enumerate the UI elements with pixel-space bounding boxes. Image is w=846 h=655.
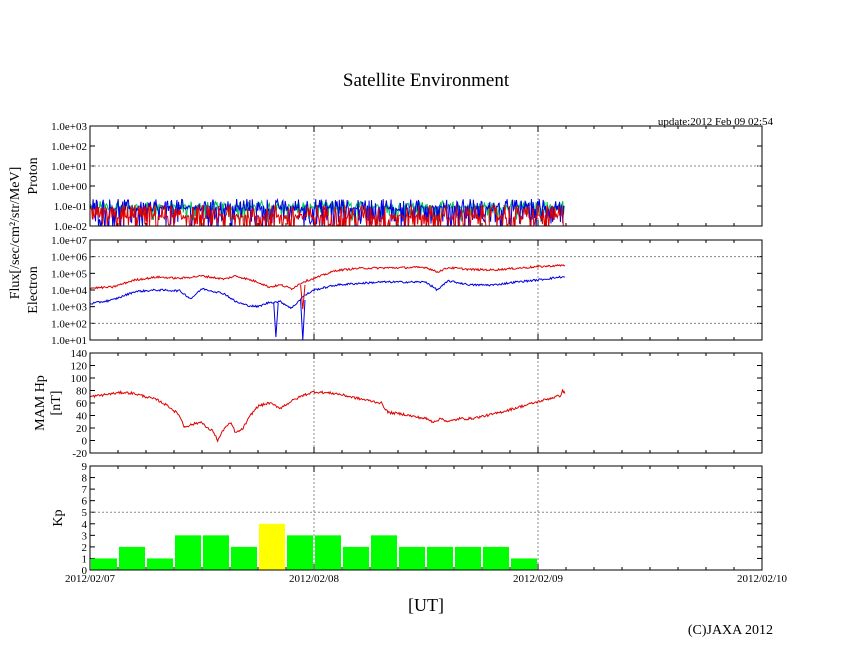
- x-tick-label: 2012/02/08: [289, 573, 340, 585]
- kp-ytick-label: 4: [82, 519, 88, 531]
- hp-ytick-label: -20: [72, 448, 87, 460]
- kp-ytick-label: 0: [82, 565, 88, 577]
- electron-red-line: [89, 263, 566, 291]
- kp-bar: [427, 546, 453, 570]
- kp-ytick-label: 6: [82, 496, 88, 508]
- update-timestamp: update:2012 Feb 09 02:54: [658, 116, 774, 128]
- panel-proton: 1.0e-02 1.0e-01 1.0e+00 1.0e+01 1.0e+02 1.0e+…: [26, 121, 763, 233]
- hp-ytick-label: 100: [71, 373, 88, 385]
- hp-ylabel-line: [nT]: [49, 391, 64, 416]
- kp-ytick-label: 7: [82, 484, 88, 496]
- hp-ytick-label: 120: [71, 361, 88, 373]
- kp-ytick-label: 9: [82, 461, 88, 473]
- kp-bar: [483, 546, 509, 570]
- electron-dip-1: [273, 302, 279, 338]
- kp-ytick-label: 3: [82, 530, 88, 542]
- electron-ytick-label: 1.0e+03: [51, 302, 87, 314]
- kp-bar: [147, 558, 173, 570]
- proton-ytick-label: 1.0e+01: [51, 161, 87, 173]
- kp-ytick-label: 1: [82, 553, 88, 565]
- kp-ytick-label: 8: [82, 473, 88, 485]
- proton-ytick-label: 1.0e-02: [54, 221, 87, 233]
- kp-bar: [175, 535, 201, 570]
- x-axis-label: [UT]: [408, 595, 444, 615]
- hp-red-line: [89, 389, 566, 443]
- kp-bar: [287, 535, 313, 570]
- hp-ytick-label: 140: [71, 348, 88, 360]
- hp-frame: [89, 352, 763, 454]
- hp-ytick-label: 60: [76, 398, 88, 410]
- panel-electron: 1.0e+01 1.0e+02 1.0e+03 1.0e+04 1.0e+05 1.0e+…: [26, 235, 763, 347]
- electron-frame: [89, 239, 763, 341]
- hp-ylabel-line: MAM Hp: [33, 375, 48, 431]
- electron-ytick-label: 1.0e+02: [51, 318, 87, 330]
- proton-red-line: [90, 203, 564, 226]
- kp-bar: [231, 546, 257, 570]
- kp-ytick-label: 5: [82, 507, 88, 519]
- hp-ytick-label: 0: [82, 436, 88, 448]
- kp-ytick-label: 2: [82, 542, 88, 554]
- flux-ylabel: Flux[/sec/cm²/str/MeV]: [8, 167, 23, 300]
- kp-bar: [91, 558, 117, 570]
- hp-ytick-label: 40: [76, 411, 88, 423]
- hp-ytick-label: 20: [76, 423, 88, 435]
- electron-ytick-label: 1.0e+06: [51, 252, 87, 264]
- kp-bar: [259, 523, 285, 570]
- electron-ytick-label: 1.0e+01: [51, 335, 87, 347]
- electron-ytick-label: 1.0e+04: [51, 285, 87, 297]
- kp-frame: [89, 465, 763, 571]
- proton-ytick-label: 1.0e-01: [54, 201, 87, 213]
- proton-ytick-label: 1.0e+00: [51, 181, 87, 193]
- kp-ylabel: Kp: [51, 509, 66, 526]
- kp-bar: [399, 546, 425, 570]
- electron-ylabel: Electron: [26, 266, 41, 313]
- kp-bar: [343, 546, 369, 570]
- kp-bar: [315, 535, 341, 570]
- kp-bar: [511, 558, 537, 570]
- electron-ytick-label: 1.0e+05: [51, 268, 87, 280]
- proton-ytick-label: 1.0e+02: [51, 141, 87, 153]
- kp-bar: [371, 535, 397, 570]
- hp-ytick-label: 80: [76, 386, 88, 398]
- proton-frame: [89, 125, 763, 227]
- electron-dip-3: [300, 284, 306, 310]
- proton-ylabel: Proton: [26, 157, 41, 194]
- x-tick-label: 2012/02/09: [513, 573, 564, 585]
- x-tick-label: 2012/02/07: [65, 573, 116, 585]
- copyright: (C)JAXA 2012: [688, 623, 773, 638]
- electron-ytick-label: 1.0e+07: [51, 235, 87, 247]
- x-tick-label: 2012/02/10: [737, 573, 788, 585]
- kp-bar: [203, 535, 229, 570]
- kp-bar: [455, 546, 481, 570]
- electron-blue-line: [89, 275, 565, 310]
- proton-ytick-label: 1.0e+03: [51, 121, 87, 133]
- chart-title: Satellite Environment: [343, 70, 510, 91]
- kp-bar: [119, 546, 145, 570]
